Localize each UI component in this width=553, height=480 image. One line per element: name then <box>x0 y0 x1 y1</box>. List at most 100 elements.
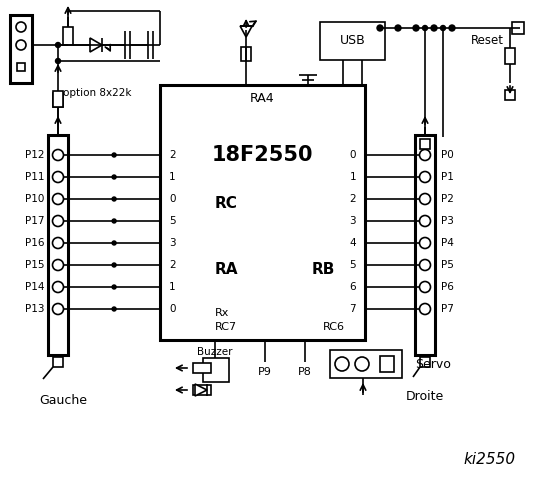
Text: P14: P14 <box>24 282 44 292</box>
Circle shape <box>53 238 64 249</box>
Text: 0: 0 <box>169 194 175 204</box>
Bar <box>512 22 524 34</box>
Polygon shape <box>195 384 207 396</box>
Circle shape <box>420 216 430 227</box>
Bar <box>203 358 229 382</box>
Text: P11: P11 <box>24 172 44 182</box>
Circle shape <box>53 149 64 160</box>
Text: P1: P1 <box>441 172 454 182</box>
Circle shape <box>53 193 64 204</box>
Text: RC6: RC6 <box>323 322 345 332</box>
Bar <box>160 85 365 340</box>
Circle shape <box>55 43 60 48</box>
Text: P8: P8 <box>298 367 312 377</box>
Bar <box>380 356 394 372</box>
Text: Servo: Servo <box>415 358 451 371</box>
Text: RC7: RC7 <box>215 322 237 332</box>
Circle shape <box>53 260 64 271</box>
Polygon shape <box>240 26 252 37</box>
Bar <box>415 135 435 355</box>
Text: P7: P7 <box>441 304 454 314</box>
Bar <box>193 363 211 373</box>
Text: RA: RA <box>215 263 238 277</box>
Bar <box>53 93 63 107</box>
Text: Gauche: Gauche <box>39 394 87 407</box>
Text: 0: 0 <box>349 150 356 160</box>
Text: P6: P6 <box>441 282 454 292</box>
Text: RA4: RA4 <box>250 93 275 106</box>
Text: 2: 2 <box>349 194 356 204</box>
Circle shape <box>420 171 430 182</box>
Bar <box>330 350 402 378</box>
Circle shape <box>420 149 430 160</box>
Circle shape <box>53 303 64 314</box>
Text: 3: 3 <box>169 238 176 248</box>
Text: Droite: Droite <box>406 391 444 404</box>
Text: 7: 7 <box>349 304 356 314</box>
Circle shape <box>420 281 430 292</box>
Text: ki2550: ki2550 <box>464 453 516 468</box>
Text: P10: P10 <box>25 194 44 204</box>
Circle shape <box>441 25 446 31</box>
Text: 0: 0 <box>169 304 175 314</box>
Text: P12: P12 <box>24 150 44 160</box>
Bar <box>320 22 385 60</box>
Circle shape <box>420 260 430 271</box>
Text: Rx: Rx <box>215 308 229 318</box>
Text: P15: P15 <box>24 260 44 270</box>
Bar <box>48 135 68 355</box>
Circle shape <box>112 285 116 289</box>
Circle shape <box>112 197 116 201</box>
Circle shape <box>420 303 430 314</box>
Text: 3: 3 <box>349 216 356 226</box>
Text: P4: P4 <box>441 238 454 248</box>
Text: 2: 2 <box>169 150 176 160</box>
Bar <box>241 47 251 61</box>
Text: 1: 1 <box>169 172 176 182</box>
Bar <box>17 63 25 71</box>
Circle shape <box>395 25 401 31</box>
Bar <box>53 91 63 107</box>
Bar <box>193 385 211 395</box>
Circle shape <box>112 307 116 311</box>
Text: USB: USB <box>340 35 366 48</box>
Text: P9: P9 <box>258 367 272 377</box>
Text: P5: P5 <box>441 260 454 270</box>
Bar <box>53 357 63 367</box>
Text: 4: 4 <box>349 238 356 248</box>
Bar <box>10 15 32 83</box>
Bar <box>63 27 73 45</box>
Circle shape <box>53 171 64 182</box>
Circle shape <box>420 193 430 204</box>
Circle shape <box>53 281 64 292</box>
Circle shape <box>112 241 116 245</box>
Circle shape <box>335 357 349 371</box>
Circle shape <box>112 153 116 157</box>
Text: RB: RB <box>312 263 335 277</box>
Circle shape <box>112 175 116 179</box>
Text: P13: P13 <box>24 304 44 314</box>
Text: P0: P0 <box>441 150 454 160</box>
Circle shape <box>112 263 116 267</box>
Text: Buzzer: Buzzer <box>197 347 233 357</box>
Text: P2: P2 <box>441 194 454 204</box>
Bar <box>505 48 515 64</box>
Text: 5: 5 <box>349 260 356 270</box>
Circle shape <box>449 25 455 31</box>
Text: 1: 1 <box>169 282 176 292</box>
Circle shape <box>112 219 116 223</box>
Text: Reset: Reset <box>471 34 504 47</box>
Circle shape <box>431 25 437 31</box>
Circle shape <box>377 25 383 31</box>
Circle shape <box>413 25 419 31</box>
Polygon shape <box>90 38 102 52</box>
Circle shape <box>420 238 430 249</box>
Circle shape <box>355 357 369 371</box>
Text: 2: 2 <box>169 260 176 270</box>
Circle shape <box>422 25 427 31</box>
Text: RC: RC <box>215 195 238 211</box>
Circle shape <box>53 216 64 227</box>
Circle shape <box>16 40 26 50</box>
Circle shape <box>16 22 26 32</box>
Text: P16: P16 <box>24 238 44 248</box>
